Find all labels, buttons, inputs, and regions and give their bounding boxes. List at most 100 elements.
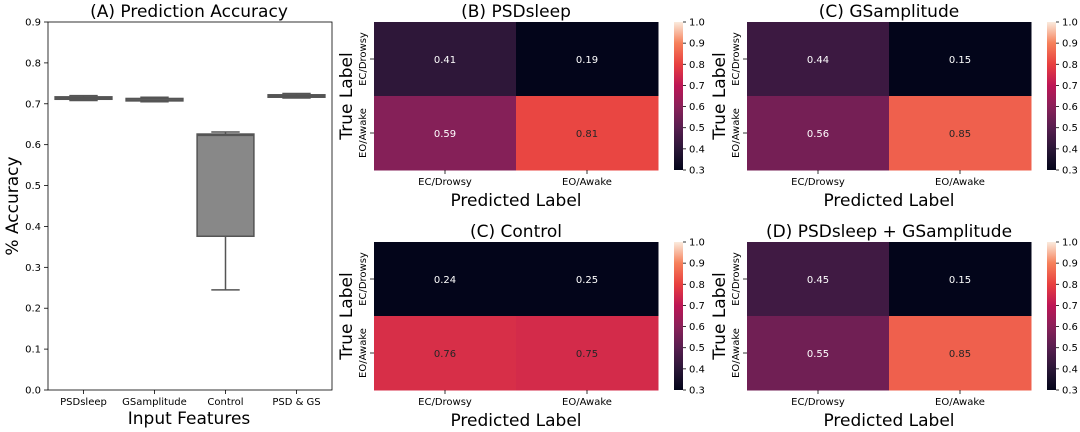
- colorbar-tick-label: 0.6: [1062, 102, 1078, 113]
- colorbar-tick-label: 0.7: [1062, 81, 1078, 92]
- heatmap-cell: [747, 96, 890, 171]
- heatmap-panels: (B) PSDsleep 0.41 0.19 0.59 0.81 EC/Drowsy EO/…: [337, 2, 1078, 431]
- cell-label: 0.56: [807, 129, 829, 140]
- cell-label: 0.81: [576, 129, 598, 140]
- cell-label: 0.24: [434, 275, 456, 286]
- colorbar-tick-label: 1.0: [1062, 18, 1078, 29]
- colorbar-tick-label: 0.5: [689, 123, 705, 134]
- x-tick-label: EO/Awake: [935, 397, 985, 408]
- colorbar-tick-label: 0.9: [689, 39, 705, 50]
- x-tick-label: EC/Drowsy: [418, 177, 472, 188]
- heatmap-title: (D) PSDsleep + GSamplitude: [766, 222, 1012, 242]
- cell-label: 0.85: [949, 129, 971, 140]
- y-tick-label: 0.9: [25, 18, 41, 29]
- box-2: [196, 131, 255, 291]
- colorbar: [674, 22, 683, 170]
- colorbar-tick-label: 0.9: [1062, 39, 1078, 50]
- colorbar-tick-label: 0.7: [1062, 301, 1078, 312]
- heatmap-cell: [516, 96, 659, 171]
- heatmap-title: (C) GSamplitude: [819, 2, 959, 22]
- cell-label: 0.75: [576, 349, 598, 360]
- colorbar-tick-label: 0.3: [689, 386, 705, 397]
- colorbar-tick-label: 0.5: [689, 343, 705, 354]
- heatmap-title: (C) Control: [470, 222, 562, 242]
- y-tick-label: EC/Drowsy: [731, 252, 742, 306]
- heatmap-cell: [747, 242, 890, 317]
- boxplot-frame: [47, 21, 333, 391]
- x-tick-label: EO/Awake: [562, 177, 612, 188]
- y-tick-label: EO/Awake: [358, 328, 369, 378]
- cell-label: 0.44: [807, 55, 829, 66]
- colorbar-tick-label: 0.3: [1062, 386, 1078, 397]
- heatmap-cell: [374, 22, 517, 97]
- y-tick-label: 0.2: [25, 304, 41, 315]
- x-tick-label: GSamplitude: [122, 397, 187, 408]
- heatmap-ylabel: True Label: [337, 272, 357, 360]
- heatmap-cell: [889, 316, 1032, 391]
- colorbar-tick-label: 0.3: [689, 166, 705, 177]
- heatmap-4: (D) PSDsleep + GSamplitude 0.45 0.15 0.55 0.…: [710, 222, 1078, 431]
- colorbar-tick-label: 0.4: [689, 144, 705, 155]
- heatmap-ylabel: True Label: [710, 272, 730, 360]
- boxplot-ylabel: % Accuracy: [3, 156, 23, 255]
- colorbar-tick-label: 0.3: [1062, 166, 1078, 177]
- boxplot-marks: [54, 92, 326, 291]
- y-tick-label: EO/Awake: [358, 108, 369, 158]
- y-tick-label: 0.1: [25, 345, 41, 356]
- heatmap-xlabel: Predicted Label: [823, 411, 954, 431]
- cell-label: 0.59: [434, 129, 456, 140]
- heatmap-cell: [516, 242, 659, 317]
- y-tick-label: 0.8: [25, 58, 41, 69]
- boxplot-y-axis: 0.0 0.1 0.2 0.3 0.4 0.5 0.6 0.7 0.8 0.9: [25, 18, 48, 397]
- heatmap-3: (C) Control 0.24 0.25 0.76 0.75 EC/Drowsy EO/A…: [337, 222, 705, 431]
- cell-label: 0.41: [434, 55, 456, 66]
- box-1: [125, 96, 184, 103]
- colorbar-tick-label: 0.6: [689, 322, 705, 333]
- colorbar-tick-label: 0.7: [689, 81, 705, 92]
- y-tick-label: 0.6: [25, 140, 41, 151]
- y-tick-label: EO/Awake: [731, 108, 742, 158]
- heatmap-cell: [889, 22, 1032, 97]
- heatmap-ylabel: True Label: [337, 52, 357, 140]
- y-tick-label: EC/Drowsy: [358, 32, 369, 86]
- colorbar-tick-label: 0.9: [1062, 259, 1078, 270]
- heatmap-cell: [374, 316, 517, 391]
- box-0: [54, 94, 113, 102]
- heatmap-cell: [516, 316, 659, 391]
- heatmap-cell: [374, 242, 517, 317]
- colorbar-tick-label: 0.8: [1062, 280, 1078, 291]
- heatmap-cell: [747, 316, 890, 391]
- y-tick-label: 0.5: [25, 181, 41, 192]
- colorbar-tick-label: 0.4: [689, 364, 705, 375]
- heatmap-1: (B) PSDsleep 0.41 0.19 0.59 0.81 EC/Drowsy EO/…: [337, 2, 705, 211]
- x-tick-label: EC/Drowsy: [791, 397, 845, 408]
- heatmap-ylabel: True Label: [710, 52, 730, 140]
- y-tick-label: 0.4: [25, 222, 41, 233]
- x-tick-label: EO/Awake: [562, 397, 612, 408]
- colorbar: [674, 242, 683, 390]
- cell-label: 0.19: [576, 55, 598, 66]
- boxplot-x-axis: PSDsleep GSamplitude Control PSD & GS: [60, 390, 321, 408]
- heatmap-title: (B) PSDsleep: [461, 2, 571, 22]
- heatmap-cell: [889, 242, 1032, 317]
- heatmap-cell: [374, 96, 517, 171]
- heatmap-cell: [889, 96, 1032, 171]
- colorbar-tick-label: 0.6: [1062, 322, 1078, 333]
- cell-label: 0.76: [434, 349, 456, 360]
- colorbar-tick-label: 0.4: [1062, 144, 1078, 155]
- colorbar-tick-label: 1.0: [1062, 238, 1078, 249]
- cell-label: 0.85: [949, 349, 971, 360]
- y-tick-label: 0.0: [25, 386, 41, 397]
- heatmap-xlabel: Predicted Label: [450, 411, 581, 431]
- cell-label: 0.25: [576, 275, 598, 286]
- box-rect: [196, 133, 255, 238]
- heatmap-cell: [516, 22, 659, 97]
- heatmap-2: (C) GSamplitude 0.44 0.15 0.56 0.85 EC/Drowsy…: [710, 2, 1078, 211]
- colorbar-tick-label: 0.7: [689, 301, 705, 312]
- y-tick-label: EC/Drowsy: [358, 252, 369, 306]
- y-tick-label: 0.3: [25, 263, 41, 274]
- colorbar-tick-label: 0.8: [689, 280, 705, 291]
- colorbar-tick-label: 0.9: [689, 259, 705, 270]
- colorbar-tick-label: 1.0: [689, 238, 705, 249]
